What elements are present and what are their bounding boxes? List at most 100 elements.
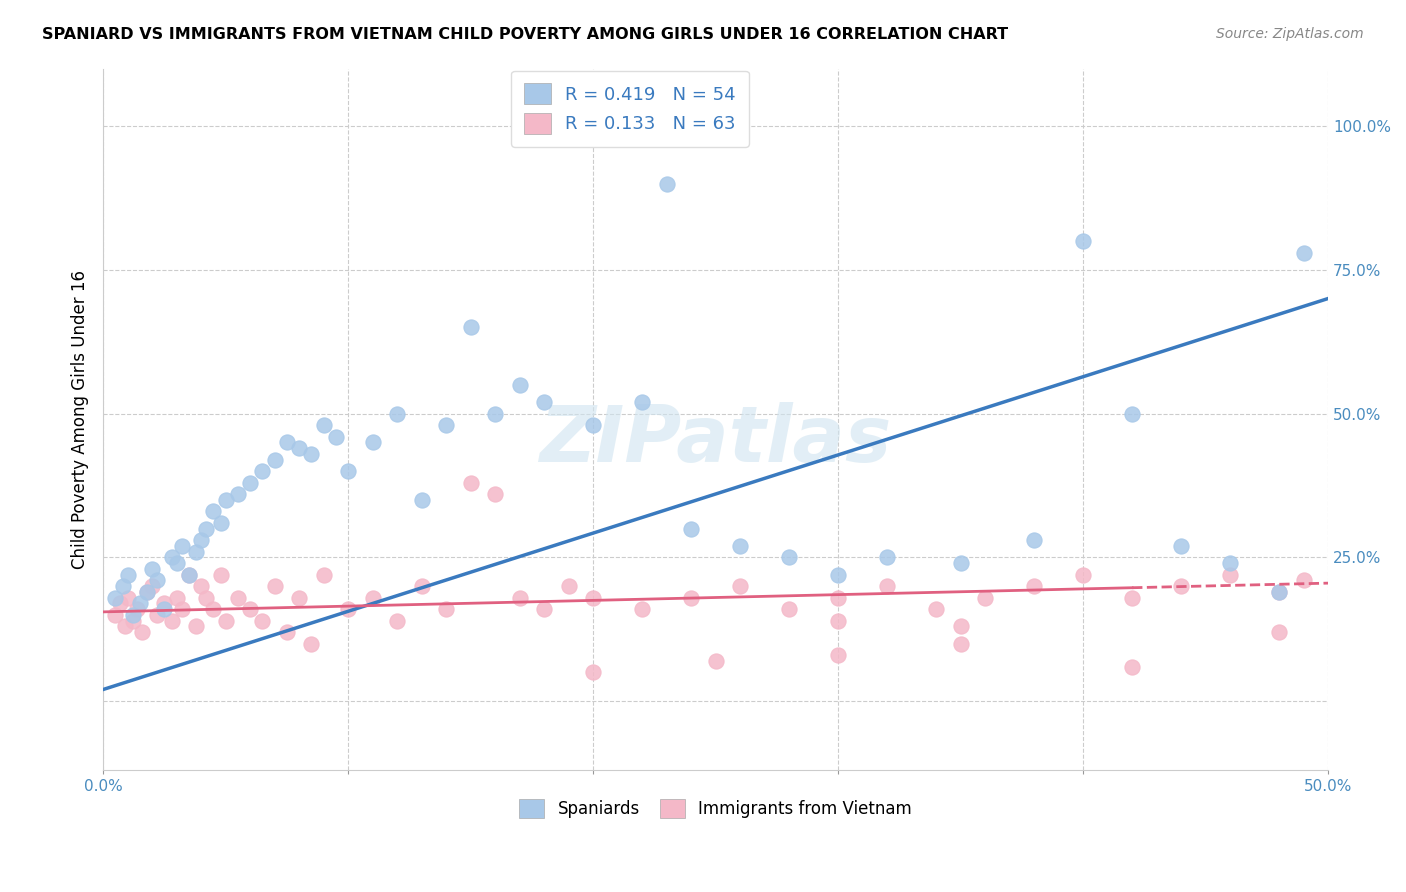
Point <box>127 602 149 616</box>
Point <box>202 504 225 518</box>
Point <box>704 654 727 668</box>
Point <box>949 619 972 633</box>
Point <box>299 636 322 650</box>
Point <box>276 625 298 640</box>
Point <box>214 492 236 507</box>
Point <box>460 475 482 490</box>
Point <box>778 602 800 616</box>
Point <box>509 591 531 605</box>
Legend: Spaniards, Immigrants from Vietnam: Spaniards, Immigrants from Vietnam <box>513 792 918 825</box>
Point <box>434 602 457 616</box>
Point <box>582 665 605 680</box>
Point <box>1292 245 1315 260</box>
Point <box>1268 584 1291 599</box>
Point <box>1121 659 1143 673</box>
Point <box>117 567 139 582</box>
Point <box>160 550 183 565</box>
Point <box>876 550 898 565</box>
Point <box>1024 533 1046 547</box>
Point <box>778 550 800 565</box>
Point <box>136 584 159 599</box>
Point <box>153 596 176 610</box>
Point <box>166 591 188 605</box>
Point <box>239 475 262 490</box>
Point <box>186 619 208 633</box>
Point <box>925 602 948 616</box>
Point <box>411 579 433 593</box>
Point <box>1071 234 1094 248</box>
Point <box>582 119 605 133</box>
Point <box>214 614 236 628</box>
Text: ZIPatlas: ZIPatlas <box>540 402 891 478</box>
Point <box>1268 625 1291 640</box>
Point <box>166 556 188 570</box>
Point <box>533 602 555 616</box>
Point <box>209 516 232 530</box>
Point <box>312 417 335 432</box>
Point <box>582 591 605 605</box>
Point <box>276 435 298 450</box>
Point <box>128 596 150 610</box>
Point <box>484 407 506 421</box>
Y-axis label: Child Poverty Among Girls Under 16: Child Poverty Among Girls Under 16 <box>72 269 89 569</box>
Point <box>361 591 384 605</box>
Point <box>385 407 408 421</box>
Point <box>631 602 654 616</box>
Point <box>361 435 384 450</box>
Point <box>186 544 208 558</box>
Point <box>434 417 457 432</box>
Point <box>337 464 360 478</box>
Point <box>288 591 311 605</box>
Point <box>1071 567 1094 582</box>
Point <box>949 556 972 570</box>
Point <box>655 177 678 191</box>
Point <box>312 567 335 582</box>
Point <box>209 567 232 582</box>
Point <box>974 591 997 605</box>
Text: Source: ZipAtlas.com: Source: ZipAtlas.com <box>1216 27 1364 41</box>
Point <box>288 441 311 455</box>
Point <box>827 567 849 582</box>
Point <box>252 614 274 628</box>
Point <box>226 487 249 501</box>
Point <box>190 579 212 593</box>
Point <box>202 602 225 616</box>
Point <box>146 574 169 588</box>
Point <box>533 395 555 409</box>
Point <box>1292 574 1315 588</box>
Text: SPANIARD VS IMMIGRANTS FROM VIETNAM CHILD POVERTY AMONG GIRLS UNDER 16 CORRELATI: SPANIARD VS IMMIGRANTS FROM VIETNAM CHIL… <box>42 27 1008 42</box>
Point <box>195 521 218 535</box>
Point <box>263 452 285 467</box>
Point <box>146 607 169 622</box>
Point <box>1268 584 1291 599</box>
Point <box>460 320 482 334</box>
Point <box>827 614 849 628</box>
Point <box>104 607 127 622</box>
Point <box>153 602 176 616</box>
Point <box>509 377 531 392</box>
Point <box>170 539 193 553</box>
Point <box>411 492 433 507</box>
Point <box>337 602 360 616</box>
Point <box>582 417 605 432</box>
Point <box>631 395 654 409</box>
Point <box>121 607 143 622</box>
Point <box>949 636 972 650</box>
Point <box>1170 579 1192 593</box>
Point <box>117 591 139 605</box>
Point <box>1219 556 1241 570</box>
Point <box>252 464 274 478</box>
Point <box>136 584 159 599</box>
Point <box>121 614 143 628</box>
Point <box>114 619 136 633</box>
Point <box>827 591 849 605</box>
Point <box>141 579 163 593</box>
Point <box>104 591 127 605</box>
Point <box>1121 591 1143 605</box>
Point <box>160 614 183 628</box>
Point <box>239 602 262 616</box>
Point <box>1024 579 1046 593</box>
Point <box>195 591 218 605</box>
Point <box>876 579 898 593</box>
Point <box>728 579 751 593</box>
